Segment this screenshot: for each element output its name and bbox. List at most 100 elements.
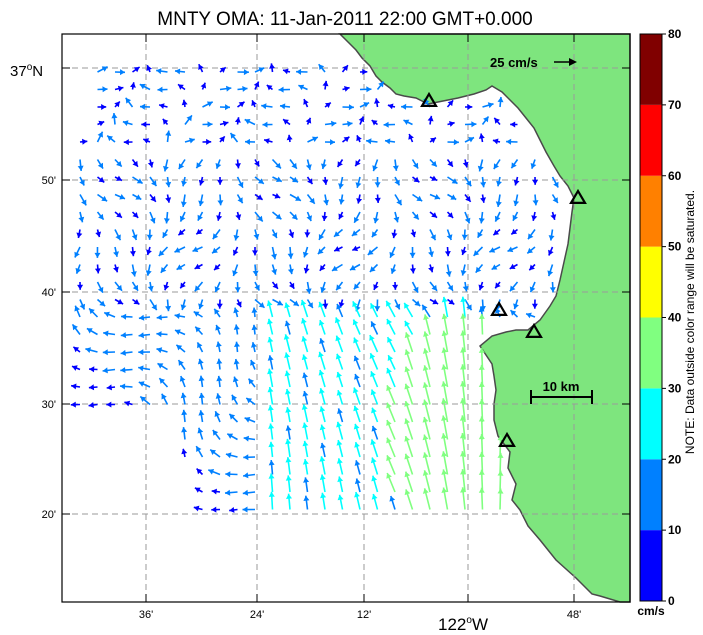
current-vector-head bbox=[487, 102, 494, 109]
current-vector-head bbox=[276, 176, 282, 182]
current-vector-head bbox=[303, 267, 310, 274]
current-vector-head bbox=[478, 218, 485, 224]
current-vector-head bbox=[162, 118, 169, 125]
current-vector-head bbox=[336, 421, 342, 428]
current-vector-head bbox=[370, 457, 377, 464]
current-vector-head bbox=[480, 197, 486, 203]
current-vector-head bbox=[478, 451, 485, 457]
current-vector-head bbox=[319, 338, 325, 344]
current-vector-head bbox=[459, 433, 466, 439]
current-vector-head bbox=[460, 330, 467, 336]
current-vector-head bbox=[81, 199, 87, 206]
current-vector-head bbox=[430, 137, 436, 144]
current-vector-head bbox=[366, 138, 372, 145]
current-vector-head bbox=[285, 407, 292, 413]
current-vector-head bbox=[532, 200, 539, 206]
station-triangle-icon bbox=[525, 322, 543, 338]
current-vector-head bbox=[386, 368, 392, 374]
current-vector-head bbox=[302, 391, 309, 397]
current-vector-head bbox=[305, 164, 312, 170]
current-vector-head bbox=[336, 372, 342, 378]
current-vector-head bbox=[478, 313, 485, 319]
current-vector-head bbox=[253, 81, 260, 88]
current-vector-head bbox=[356, 198, 363, 204]
current-vector-head bbox=[278, 86, 284, 93]
current-vector-head bbox=[264, 138, 270, 144]
current-vector-head bbox=[289, 282, 295, 289]
current-vector-head bbox=[285, 389, 291, 395]
current-vector-head bbox=[337, 494, 344, 501]
current-vector-head bbox=[527, 247, 533, 254]
current-vector-head bbox=[408, 134, 414, 140]
current-vector-head bbox=[113, 251, 119, 257]
current-vector-head bbox=[509, 285, 516, 292]
station-markers bbox=[420, 91, 587, 447]
colorbar-tick-label: 20 bbox=[668, 452, 682, 466]
current-vector-head bbox=[447, 285, 453, 291]
current-vector-head bbox=[338, 199, 345, 205]
current-vector-head bbox=[373, 217, 380, 224]
current-vector-head bbox=[362, 68, 368, 75]
map-title: MNTY OMA: 11-Jan-2011 22:00 GMT+0.000 bbox=[157, 9, 532, 30]
current-vector-head bbox=[159, 378, 165, 384]
current-vector-head bbox=[303, 99, 309, 105]
current-vector-head bbox=[233, 307, 240, 314]
current-vector-head bbox=[186, 115, 192, 122]
current-vector-head bbox=[383, 121, 389, 128]
current-vector-head bbox=[451, 178, 458, 184]
current-vector-head bbox=[354, 460, 361, 466]
lon-tick-label: 24' bbox=[250, 609, 264, 621]
current-vector-head bbox=[266, 300, 273, 307]
current-vector-head bbox=[267, 355, 274, 361]
current-vector-head bbox=[453, 139, 459, 146]
current-vector-head bbox=[528, 233, 534, 240]
current-vector-head bbox=[447, 100, 454, 107]
current-vector-head bbox=[107, 135, 113, 142]
current-vector-head bbox=[208, 469, 215, 475]
current-vector-head bbox=[117, 298, 124, 305]
current-vector-head bbox=[217, 179, 223, 185]
current-vector-head bbox=[460, 381, 466, 387]
current-vector-head bbox=[374, 306, 381, 312]
current-vector-head bbox=[356, 135, 362, 142]
current-vector-head bbox=[71, 383, 77, 390]
current-vector-head bbox=[156, 331, 162, 338]
current-vector-head bbox=[175, 68, 181, 75]
current-vector-head bbox=[459, 398, 466, 404]
current-vector-head bbox=[284, 302, 291, 309]
current-vector-head bbox=[369, 353, 376, 359]
current-vector-head bbox=[296, 68, 302, 75]
current-vector-head bbox=[461, 234, 468, 240]
lon-label-122: 122oW bbox=[438, 615, 488, 634]
colorbar-unit: cm/s bbox=[637, 604, 665, 618]
current-vector-head bbox=[242, 489, 249, 496]
current-vector-head bbox=[301, 404, 308, 410]
current-vector-head bbox=[431, 284, 437, 291]
frame-ticks bbox=[62, 34, 630, 602]
current-vector-head bbox=[215, 393, 222, 399]
current-vector-head bbox=[497, 435, 504, 441]
current-vector-head bbox=[322, 80, 329, 87]
current-vector-head bbox=[441, 330, 448, 337]
current-vector-head bbox=[195, 326, 201, 333]
current-vector-head bbox=[232, 376, 239, 383]
current-vector-head bbox=[77, 165, 84, 171]
current-vector-head bbox=[409, 252, 416, 258]
current-vector-head bbox=[318, 320, 325, 326]
current-vector-head bbox=[446, 234, 453, 240]
current-vector-head bbox=[133, 299, 140, 305]
current-vector-head bbox=[222, 120, 229, 127]
current-vector-head bbox=[267, 387, 274, 393]
current-vector-head bbox=[353, 405, 359, 412]
current-vector-head bbox=[97, 162, 103, 169]
current-vector-head bbox=[371, 120, 378, 126]
current-vector-head bbox=[307, 178, 313, 185]
current-vector-head bbox=[465, 196, 471, 202]
current-vector-head bbox=[422, 452, 429, 458]
current-vector-head bbox=[194, 263, 201, 269]
current-vector-head bbox=[309, 197, 315, 204]
current-vector-head bbox=[513, 303, 519, 310]
current-vector-head bbox=[450, 194, 457, 200]
current-vector-head bbox=[72, 324, 78, 331]
lat-tick-label: 50' bbox=[42, 175, 56, 187]
